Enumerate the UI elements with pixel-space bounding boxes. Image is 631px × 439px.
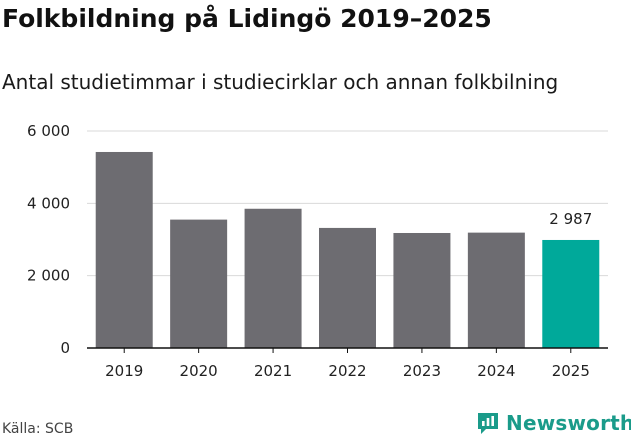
- data-label: 2 987: [549, 210, 592, 228]
- x-tick-label: 2019: [105, 362, 143, 380]
- chart-title: Folkbildning på Lidingö 2019–2025: [2, 4, 492, 33]
- x-tick-label: 2023: [403, 362, 441, 380]
- x-tick-label: 2021: [254, 362, 292, 380]
- chart-subtitle: Antal studietimmar i studiecirklar och a…: [2, 70, 559, 94]
- x-tick-label: 2025: [552, 362, 590, 380]
- bar: [393, 232, 451, 348]
- bar: [170, 219, 228, 348]
- y-tick-label: 2 000: [27, 267, 70, 285]
- bar: [319, 227, 376, 348]
- brand-logo: Newsworthy: [476, 408, 631, 438]
- bar-highlight: [542, 239, 600, 348]
- x-tick-label: 2024: [477, 362, 515, 380]
- source-note: Källa: SCB: [2, 421, 74, 437]
- bar: [244, 208, 302, 348]
- bar: [467, 232, 525, 348]
- brand-name: Newsworthy: [506, 411, 631, 435]
- y-tick-label: 0: [60, 339, 70, 357]
- bar: [95, 151, 153, 348]
- x-tick-label: 2022: [328, 362, 366, 380]
- newsworthy-logo-icon: [478, 413, 498, 434]
- y-tick-label: 4 000: [27, 194, 70, 212]
- y-tick-label: 6 000: [27, 122, 70, 140]
- x-tick-label: 2020: [180, 362, 218, 380]
